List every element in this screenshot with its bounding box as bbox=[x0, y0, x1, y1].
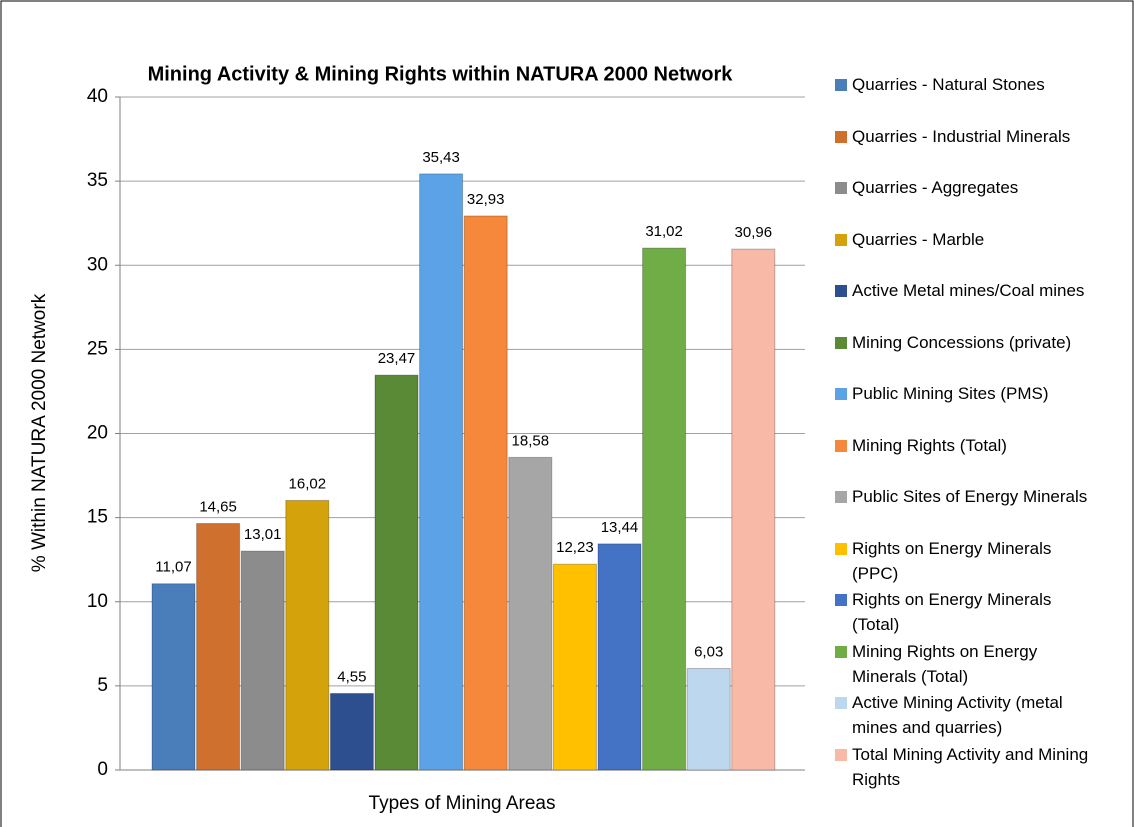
legend-swatch bbox=[835, 182, 847, 194]
y-tick-label: 20 bbox=[87, 423, 108, 444]
bar bbox=[196, 523, 241, 771]
legend-swatch bbox=[835, 79, 847, 91]
legend-item: Rights on Energy Minerals (Total) bbox=[833, 587, 1098, 637]
bar bbox=[642, 247, 687, 771]
legend-label: Active Metal mines/Coal mines bbox=[852, 281, 1085, 300]
legend-item: Quarries - Natural Stones bbox=[833, 72, 1098, 97]
legend-item: Quarries - Aggregates bbox=[833, 175, 1098, 200]
y-tick-label: 5 bbox=[97, 675, 108, 696]
legend-swatch bbox=[835, 748, 847, 761]
legend-item: Mining Concessions (private) bbox=[833, 330, 1098, 355]
legend-label: Quarries - Natural Stones bbox=[852, 75, 1045, 94]
legend-label: Rights on Energy Minerals (Total) bbox=[852, 590, 1052, 634]
bar bbox=[285, 499, 330, 771]
y-tick-label: 15 bbox=[87, 507, 108, 528]
legend-swatch bbox=[835, 697, 847, 709]
legend-label: Quarries - Marble bbox=[852, 229, 985, 249]
legend-item: Active Mining Activity (metal mines and … bbox=[833, 690, 1098, 740]
bar bbox=[463, 215, 508, 771]
y-tick-label: 25 bbox=[87, 338, 108, 359]
legend-item: Active Metal mines/Coal mines bbox=[833, 278, 1098, 303]
bar bbox=[508, 456, 553, 771]
legend-item: Quarries - Industrial Minerals bbox=[833, 124, 1098, 149]
chart-title: Mining Activity & Mining Rights within N… bbox=[148, 63, 734, 85]
legend-label: Quarries - Industrial Minerals bbox=[852, 126, 1071, 146]
bar bbox=[151, 583, 196, 771]
legend-item: Public Sites of Energy Minerals bbox=[833, 484, 1098, 509]
legend-label: Public Mining Sites (PMS) bbox=[852, 384, 1049, 403]
data-label: 35,43 bbox=[422, 149, 460, 166]
y-tick-label: 30 bbox=[87, 254, 108, 275]
legend-label: Mining Rights (Total) bbox=[852, 435, 1007, 455]
y-tick-label: 0 bbox=[97, 759, 108, 780]
legend-label: Public Sites of Energy Minerals bbox=[852, 487, 1088, 506]
data-label: 23,47 bbox=[378, 350, 416, 367]
legend-swatch bbox=[835, 233, 847, 246]
y-tick-label: 35 bbox=[87, 170, 108, 191]
data-label: 31,02 bbox=[645, 223, 683, 240]
data-label: 30,96 bbox=[735, 224, 773, 241]
bar bbox=[374, 374, 419, 771]
x-axis-title: Types of Mining Areas bbox=[369, 793, 556, 814]
bar bbox=[686, 668, 731, 771]
legend-swatch bbox=[835, 336, 847, 349]
legend-item: Quarries - Marble bbox=[833, 227, 1098, 252]
data-label: 13,44 bbox=[601, 519, 639, 536]
data-label: 32,93 bbox=[467, 191, 505, 208]
legend-item: Mining Rights on Energy Minerals (Total) bbox=[833, 639, 1098, 689]
legend-swatch bbox=[835, 491, 847, 503]
legend-swatch bbox=[835, 594, 847, 606]
legend-label: Mining Concessions (private) bbox=[852, 332, 1072, 352]
data-label: 4,55 bbox=[337, 668, 366, 685]
legend-item: Total Mining Activity and Mining Rights bbox=[833, 742, 1098, 792]
data-label: 13,01 bbox=[244, 526, 282, 543]
legend-swatch bbox=[835, 130, 847, 143]
legend-swatch bbox=[835, 645, 847, 658]
legend-item: Public Mining Sites (PMS) bbox=[833, 381, 1098, 406]
data-label: 6,03 bbox=[694, 644, 723, 661]
legend-item: Rights on Energy Minerals (PPC) bbox=[833, 536, 1098, 586]
legend-swatch bbox=[835, 285, 847, 297]
bar bbox=[240, 550, 285, 771]
legend-label: Mining Rights on Energy Minerals (Total) bbox=[852, 641, 1038, 686]
legend-item: Mining Rights (Total) bbox=[833, 433, 1098, 458]
legend-swatch bbox=[835, 542, 847, 555]
legend-swatch bbox=[835, 388, 847, 400]
bar bbox=[597, 543, 642, 771]
data-label: 18,58 bbox=[512, 432, 550, 449]
bar bbox=[731, 248, 776, 771]
data-label: 11,07 bbox=[155, 559, 191, 576]
y-tick-label: 40 bbox=[87, 86, 108, 107]
legend-label: Rights on Energy Minerals (PPC) bbox=[852, 538, 1052, 583]
bar bbox=[552, 563, 597, 771]
legend-label: Quarries - Aggregates bbox=[852, 178, 1019, 197]
legend-label: Total Mining Activity and Mining Rights bbox=[852, 744, 1089, 789]
bar bbox=[329, 692, 374, 771]
bar bbox=[419, 173, 464, 771]
y-axis-title: % Within NATURA 2000 Network bbox=[29, 293, 50, 572]
y-tick-label: 10 bbox=[87, 591, 108, 612]
data-label: 12,23 bbox=[556, 539, 594, 556]
legend-swatch bbox=[835, 439, 847, 452]
legend-label: Active Mining Activity (metal mines and … bbox=[852, 693, 1063, 737]
data-label: 14,65 bbox=[199, 498, 237, 515]
data-label: 16,02 bbox=[289, 475, 327, 492]
